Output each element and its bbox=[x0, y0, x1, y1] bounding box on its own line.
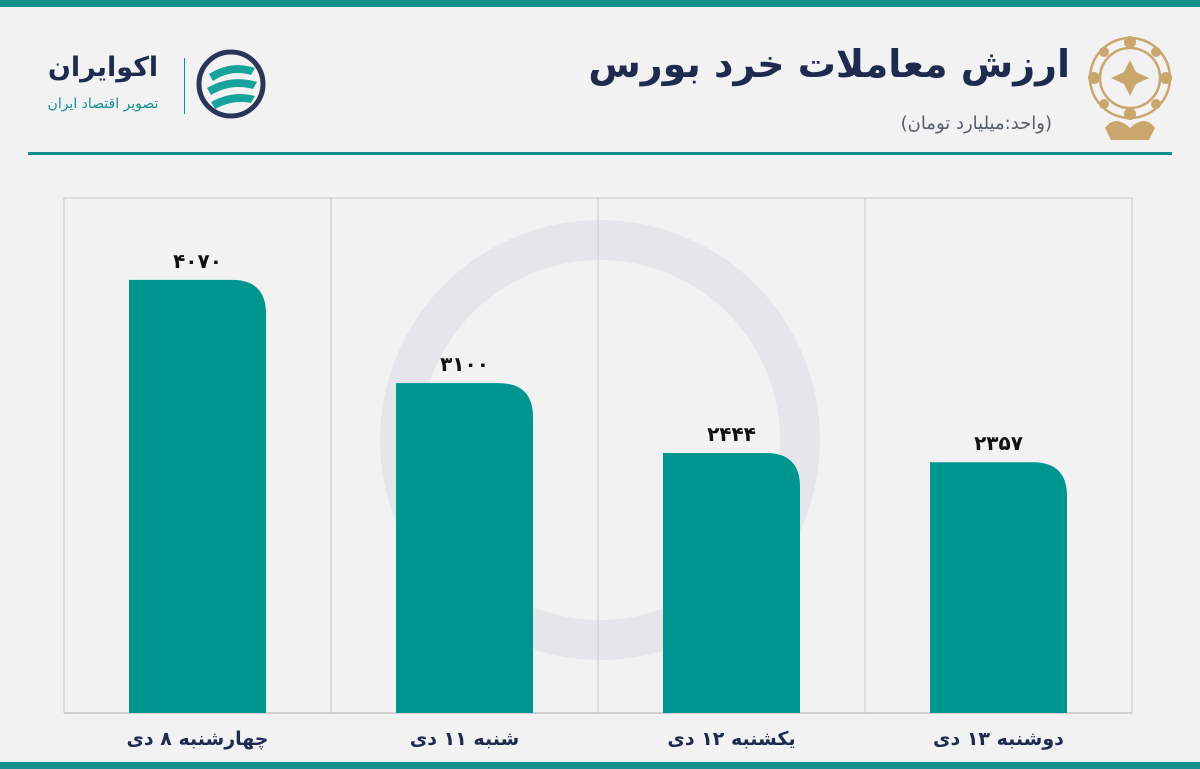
category-label: شنبه ۱۱ دی bbox=[410, 728, 519, 750]
top-accent-bar bbox=[0, 0, 1200, 7]
bar bbox=[930, 462, 1067, 713]
bar bbox=[663, 452, 800, 713]
chart-bars bbox=[129, 279, 1067, 713]
bar-value-label: ۳۱۰۰ bbox=[440, 352, 489, 376]
bar bbox=[396, 383, 533, 713]
exchange-emblem-icon bbox=[1088, 36, 1172, 140]
brand-tagline: تصویر اقتصاد ایران bbox=[47, 96, 159, 112]
category-label: چهارشنبه ۸ دی bbox=[126, 728, 268, 750]
bar bbox=[129, 279, 266, 713]
bar-value-label: ۲۳۵۷ bbox=[974, 431, 1023, 455]
category-label: دوشنبه ۱۳ دی bbox=[933, 728, 1064, 750]
category-label: یکشنبه ۱۲ دی bbox=[667, 728, 795, 750]
page-title: ارزش معاملات خرد بورس bbox=[588, 42, 1070, 86]
bar-value-label: ۴۰۷۰ bbox=[173, 249, 222, 273]
bar-value-label: ۲۴۴۴ bbox=[707, 422, 756, 446]
bottom-accent-bar bbox=[0, 762, 1200, 769]
brand-name: اکوایران bbox=[47, 52, 159, 83]
brand-separator bbox=[184, 58, 185, 114]
ecoiran-logo-icon bbox=[196, 49, 266, 119]
chart-labels: ۴۰۷۰ چهارشنبه ۸ دی ۳۱۰۰ شنبه ۱۱ دی ۲۴۴۴ یکشنب… bbox=[126, 249, 1064, 750]
header-divider bbox=[28, 152, 1172, 155]
unit-subtitle: (واحد:میلیارد تومان) bbox=[900, 113, 1052, 134]
